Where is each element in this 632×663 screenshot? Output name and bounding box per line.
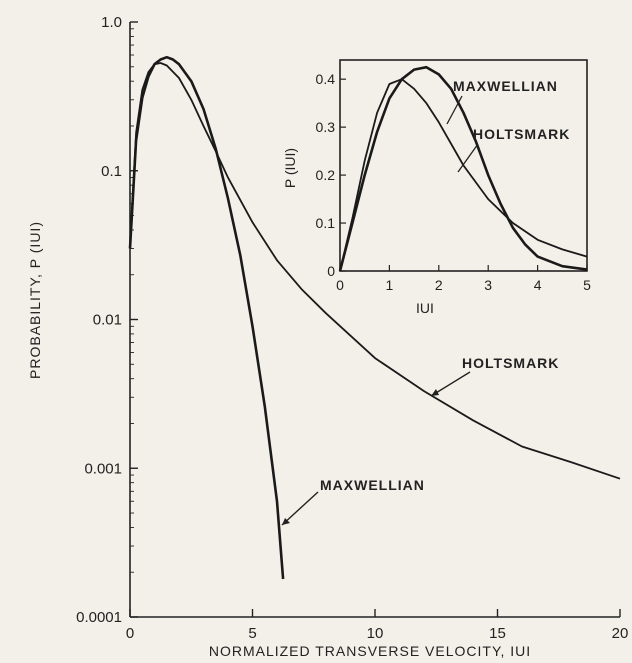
inset-x-axis-title: IUI xyxy=(416,300,434,316)
inset-x-tick-label: 5 xyxy=(583,277,591,293)
x-tick-label: 20 xyxy=(612,625,629,642)
inset-x-tick-label: 1 xyxy=(386,277,394,293)
maxwellian-arrowhead xyxy=(282,518,290,525)
inset-maxwellian-annotation: MAXWELLIAN xyxy=(453,78,558,94)
inset-y-tick-label: 0.3 xyxy=(316,119,336,135)
inset-x-tick-label: 3 xyxy=(484,277,492,293)
inset-maxwellian-leader-line xyxy=(446,95,463,125)
holtsmark-arrowhead xyxy=(431,389,439,396)
x-tick-label: 15 xyxy=(489,625,506,642)
inset-x-tick-label: 4 xyxy=(534,277,542,293)
maxwellian-curve xyxy=(128,55,285,580)
inset-y-tick-label: 0.4 xyxy=(316,71,336,87)
y-tick-label: 0.01 xyxy=(93,312,122,329)
x-tick-label: 10 xyxy=(367,625,384,642)
y-axis-title: PROBABILITY, P (IUI) xyxy=(27,221,43,379)
y-tick-label: 0.001 xyxy=(84,460,122,477)
inset-maxwellian-curve xyxy=(338,65,588,272)
inset-x-tick-label: 0 xyxy=(336,277,344,293)
maxwellian-annotation: MAXWELLIAN xyxy=(320,477,425,493)
inset-x-tick-label: 2 xyxy=(435,277,443,293)
inset-holtsmark-curve xyxy=(339,78,588,272)
maxwellian-leader-line xyxy=(281,491,319,526)
y-tick-label: 0.1 xyxy=(101,163,122,180)
y-tick-label: 0.0001 xyxy=(76,609,122,626)
inset-holtsmark-annotation: HOLTSMARK xyxy=(473,126,570,142)
inset-y-tick-label: 0 xyxy=(327,263,335,279)
inset-axes: 0 0.1 0.2 0.3 0.4 0 1 2 3 4 5 IUI P (IUI) MAXWELLIAN H… xyxy=(282,59,591,316)
inset-holtsmark-leader-line xyxy=(457,143,479,173)
holtsmark-annotation: HOLTSMARK xyxy=(462,355,559,371)
inset-y-tick-label: 0.2 xyxy=(316,167,336,183)
x-tick-label: 0 xyxy=(126,625,134,642)
inset-y-tick-label: 0.1 xyxy=(316,215,336,231)
inset-y-axis-title: P (IUI) xyxy=(282,148,298,188)
holtsmark-curve xyxy=(129,62,621,480)
y-tick-label: 1.0 xyxy=(101,14,122,31)
x-tick-label: 5 xyxy=(248,625,256,642)
x-axis-title: NORMALIZED TRANSVERSE VELOCITY, IUI xyxy=(209,643,531,659)
